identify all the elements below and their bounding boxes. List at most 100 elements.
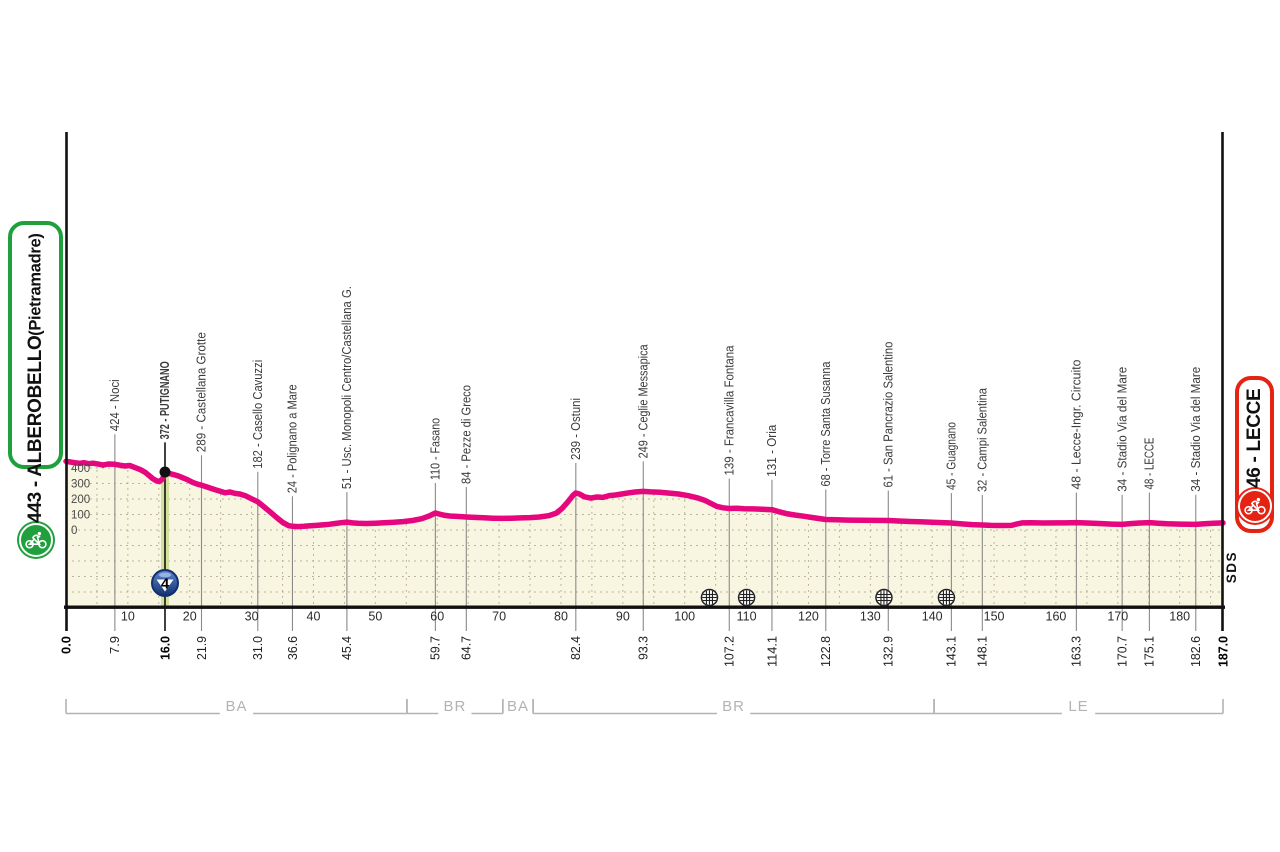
start-cyclist-icon [18,522,53,557]
km-tick-label: 30 [245,610,259,624]
km-axis-labels: 10 20 30 40 50 60 70 80 90 100 110 120 130 140 150 160 1… [121,610,1190,624]
start-location-label: 443 - ALBEROBELLO (Pietramadre) [24,233,46,523]
km-tick-label: 40 [307,610,321,624]
distance-label: 16.0 [157,636,172,660]
province-label: BA [225,698,247,715]
elevation-tick-label: 0 [71,525,77,537]
feed-zone-icons [700,588,956,607]
km-tick-label: 120 [798,610,819,624]
finish-cyclist-icon [1237,489,1272,523]
waypoint-label: 110 - Fasano [428,418,443,480]
distance-label: 0.0 [58,636,73,654]
elevation-tick-label: 100 [71,510,90,522]
km-tick-label: 50 [368,610,382,624]
kom-category-badge: 4 [150,569,179,597]
waypoint-label: 34 - Stadio Via del Mare [1114,367,1129,492]
waypoint-label: 34 - Stadio Via del Mare [1188,367,1203,492]
km-tick-label: 180 [1169,610,1190,624]
elevation-axis-labels: 0 100 200 300 400 [71,463,90,537]
distance-label: 182.6 [1188,636,1203,667]
waypoint-label: 51 - Usc. Monopoli Centro/Castellana G. [339,286,354,489]
distance-label: 21.9 [194,636,209,660]
distance-label: 175.1 [1142,636,1157,667]
waypoint-label: 131 - Oria [764,424,779,477]
distance-label: 163.3 [1069,636,1084,667]
km-tick-label: 20 [183,610,197,624]
x-axis [64,605,1225,609]
waypoint-label: 61 - San Pancrazio Salentino [880,342,895,488]
start-name: 443 - ALBEROBELLO [24,335,46,523]
province-label: BA [507,698,529,715]
province-bracket: BA [502,698,534,715]
climb-summit-dot [159,466,171,478]
km-tick-label: 60 [430,610,444,624]
finish-location-box: 46 - LECCE [1235,376,1274,533]
start-subname: (Pietramadre) [26,233,45,336]
province-label: LE [1068,698,1088,715]
distance-label: 64.7 [459,636,474,660]
kom-category-number: 4 [161,576,170,593]
waypoint-label: 372 - PUTIGNANO [157,361,172,439]
profile-line [63,458,1226,530]
finish-name: 46 - LECCE [1243,388,1265,489]
profile-area-fill [66,461,1223,607]
waypoint-labels: 424 - Noci 372 - PUTIGNANO 289 - Castellan… [107,286,1203,493]
distance-label: 107.2 [722,636,737,667]
distance-label: 59.7 [428,636,443,660]
distance-label: 143.1 [944,636,959,667]
distance-label: 82.4 [568,636,583,660]
km-tick-label: 150 [984,610,1005,624]
province-brackets: BA BR BA BR LE [65,698,1224,715]
distance-label: 93.3 [636,636,651,660]
waypoint-label: 84 - Pezze di Greco [459,385,474,484]
waypoint-label: 424 - Noci [107,379,122,431]
elevation-tick-label: 300 [71,479,90,491]
km-tick-label: 100 [674,610,695,624]
waypoint-label: 45 - Guagnano [944,422,959,490]
distance-label: 132.9 [881,636,896,667]
distance-label: 187.0 [1215,636,1230,667]
waypoint-label: 139 - Francavilla Fontana [721,345,736,476]
finish-location-label: 46 - LECCE [1243,388,1265,489]
province-bracket: BA [65,698,408,715]
distance-label: 31.0 [250,636,265,660]
distance-labels: 0.0 7.9 16.0 21.9 31.0 36.6 45.4 59.7 64.7 82.4 93… [58,636,1230,667]
waypoint-label: 182 - Casello Cavuzzi [250,360,265,469]
province-bracket: LE [933,698,1224,715]
province-label: BR [443,698,466,715]
waypoint-label: 68 - Torre Santa Susanna [818,361,833,487]
distance-label: 7.9 [107,636,122,654]
waypoint-label: 24 - Polignano a Mare [285,384,300,493]
km-tick-label: 160 [1046,610,1067,624]
km-tick-label: 10 [121,610,135,624]
province-bracket: BR [532,698,935,715]
province-label: BR [722,698,745,715]
profile-author-signature: SDS [1224,551,1239,584]
km-tick-label: 70 [492,610,506,624]
distance-label: 45.4 [339,636,354,660]
waypoint-label: 249 - Ceglie Messapica [635,344,650,459]
distance-label: 170.7 [1114,636,1129,667]
km-tick-label: 110 [737,610,757,624]
feed-zone-icon [875,588,893,607]
waypoint-label: 48 - Lecce-Ingr. Circuito [1069,360,1084,490]
feed-zone-icon [937,588,956,607]
km-tick-label: 130 [860,610,881,624]
distance-label: 122.8 [818,636,833,667]
feed-zone-icon [700,588,719,607]
province-bracket: BR [406,698,504,715]
waypoint-label: 32 - Campi Salentina [975,387,990,492]
elevation-tick-label: 400 [71,463,90,475]
elevation-tick-label: 200 [71,494,90,506]
distance-label: 36.6 [285,636,300,660]
distance-label: 148.1 [975,636,990,667]
distance-label: 114.1 [764,636,779,667]
start-location-box: 443 - ALBEROBELLO (Pietramadre) [8,221,63,557]
km-tick-label: 90 [616,610,630,624]
waypoint-label: 289 - Castellana Grotte [194,332,209,452]
km-tick-label: 170 [1107,610,1128,624]
km-tick-label: 140 [922,610,943,624]
waypoint-label: 48 - LECCE [1142,437,1157,489]
